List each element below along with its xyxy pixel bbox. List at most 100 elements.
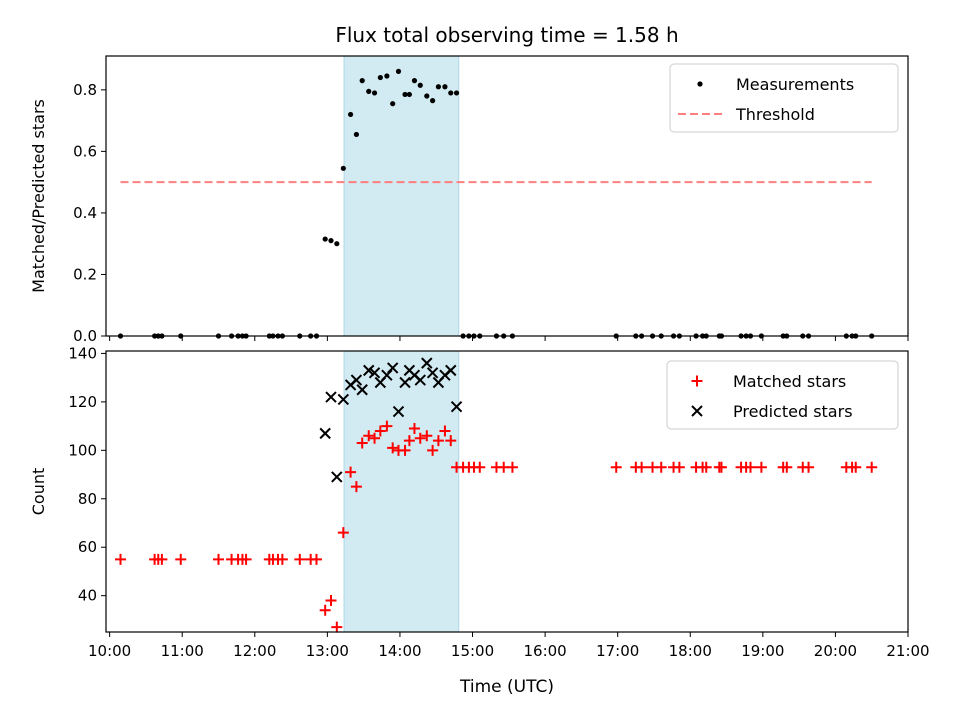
series-matched-stars-point xyxy=(387,442,399,454)
y-tick-label: 100 xyxy=(68,441,97,459)
series-matched-stars-point xyxy=(374,425,386,437)
y-tick-label: 0.6 xyxy=(73,142,97,160)
series-measurements-point xyxy=(435,84,442,90)
series-matched-stars-point xyxy=(803,461,815,473)
series-matched-stars-point xyxy=(399,444,411,456)
series-predicted-stars-point xyxy=(399,376,411,389)
series-measurements-point xyxy=(322,236,328,242)
series-predicted-stars-point xyxy=(337,393,350,406)
plot-frame xyxy=(105,350,909,633)
series-matched-stars-point xyxy=(427,444,439,456)
y-tick-label: 40 xyxy=(78,587,97,605)
series-measurements-point xyxy=(347,111,354,118)
series-matched-stars-point xyxy=(363,430,375,442)
series-matched-stars-point xyxy=(294,553,306,565)
series-predicted-stars-point xyxy=(414,374,426,386)
series-predicted-stars-point xyxy=(363,364,375,377)
series-predicted-stars-point xyxy=(331,471,343,483)
series-matched-stars-point xyxy=(673,461,685,473)
series-matched-stars-point xyxy=(325,595,337,607)
series-matched-stars-point xyxy=(474,461,486,473)
series-predicted-stars-point xyxy=(392,405,405,418)
series-predicted-stars-point xyxy=(386,362,399,374)
legend-box xyxy=(666,360,899,430)
series-matched-stars-point xyxy=(755,461,767,473)
series-predicted-stars-point xyxy=(319,427,331,440)
x-tick-label: 15:00 xyxy=(451,642,494,660)
y-tick-label: 0.0 xyxy=(73,327,97,345)
legend-swatch xyxy=(691,405,703,417)
series-matched-stars-point xyxy=(700,461,712,473)
series-matched-stars-point xyxy=(781,461,793,473)
series-matched-stars-point xyxy=(381,420,393,432)
shaded-region xyxy=(343,55,460,337)
legend-label: Threshold xyxy=(735,105,815,124)
x-tick-label: 13:00 xyxy=(306,642,349,660)
x-tick-label: 20:00 xyxy=(814,642,857,660)
series-measurements-point xyxy=(359,78,365,84)
y-tick-label: 140 xyxy=(68,344,97,362)
series-matched-stars-point xyxy=(356,437,368,449)
series-measurements-point xyxy=(377,74,383,81)
legend-label: Matched stars xyxy=(733,372,846,391)
series-matched-stars-point xyxy=(175,553,187,565)
series-predicted-stars-point xyxy=(356,384,368,396)
series-measurements-point xyxy=(406,91,412,98)
y-tick-label: 60 xyxy=(78,538,97,556)
series-measurements-point xyxy=(390,101,396,107)
series-matched-stars-point xyxy=(408,423,420,435)
series-matched-stars-point xyxy=(331,621,343,633)
y-tick-label: 0.2 xyxy=(73,265,97,283)
series-matched-stars-point xyxy=(506,461,518,473)
series-measurements-point xyxy=(340,165,346,171)
series-matched-stars-point xyxy=(276,553,288,565)
series-predicted-stars-point xyxy=(450,401,463,413)
series-measurements-point xyxy=(411,78,418,84)
series-matched-stars-point xyxy=(369,432,381,444)
y-tick-label: 0.4 xyxy=(73,204,97,222)
series-predicted-stars-point xyxy=(368,367,381,379)
series-matched-stars-point xyxy=(655,461,667,473)
legend-label: Predicted stars xyxy=(733,402,853,421)
series-measurements-point xyxy=(430,98,436,104)
series-measurements-point xyxy=(402,91,408,98)
series-predicted-stars-point xyxy=(350,374,363,386)
series-predicted-stars-point xyxy=(445,364,457,377)
series-matched-stars-point xyxy=(319,604,331,616)
series-measurements-point xyxy=(384,73,390,79)
x-tick-label: 11:00 xyxy=(161,642,204,660)
x-tick-label: 14:00 xyxy=(378,642,421,660)
series-matched-stars-point xyxy=(439,425,451,437)
series-measurements-point xyxy=(424,93,430,99)
series-matched-stars-point xyxy=(337,527,349,539)
chart-title: Flux total observing time = 1.58 h xyxy=(335,23,678,47)
series-matched-stars-point xyxy=(610,461,622,473)
series-measurements-point xyxy=(453,90,460,96)
x-tick-label: 19:00 xyxy=(741,642,784,660)
series-measurements-point xyxy=(442,84,448,90)
series-measurements-point xyxy=(366,88,372,94)
y-tick-label: 80 xyxy=(78,490,97,508)
series-predicted-stars-point xyxy=(421,357,433,369)
x-tick-label: 16:00 xyxy=(523,642,566,660)
series-predicted-stars-point xyxy=(325,391,337,403)
bottom-panel-counts: 10:00 11:00 12:00 13:00 14:00 15:00 16:00 17:00… xyxy=(29,344,930,660)
series-matched-stars-point xyxy=(403,435,415,447)
x-tick-label: 21:00 xyxy=(886,642,929,660)
series-predicted-stars-point xyxy=(381,369,393,381)
series-matched-stars-point xyxy=(310,553,322,565)
series-measurements-point xyxy=(353,131,359,138)
shaded-region xyxy=(343,350,460,633)
series-matched-stars-point xyxy=(445,435,457,447)
y-axis-label: Matched/Predicted stars xyxy=(29,99,48,293)
series-measurements-point xyxy=(395,68,402,74)
series-matched-stars-point xyxy=(156,553,168,565)
x-axis-label: Time (UTC) xyxy=(459,677,554,697)
y-tick-label: 0.8 xyxy=(73,81,97,99)
legend-label: Measurements xyxy=(736,75,854,94)
series-matched-stars-point xyxy=(745,461,757,473)
legend-swatch xyxy=(691,375,703,387)
series-matched-stars-point xyxy=(212,553,224,565)
series-measurements-point xyxy=(448,90,454,96)
series-matched-stars-point xyxy=(345,466,357,478)
